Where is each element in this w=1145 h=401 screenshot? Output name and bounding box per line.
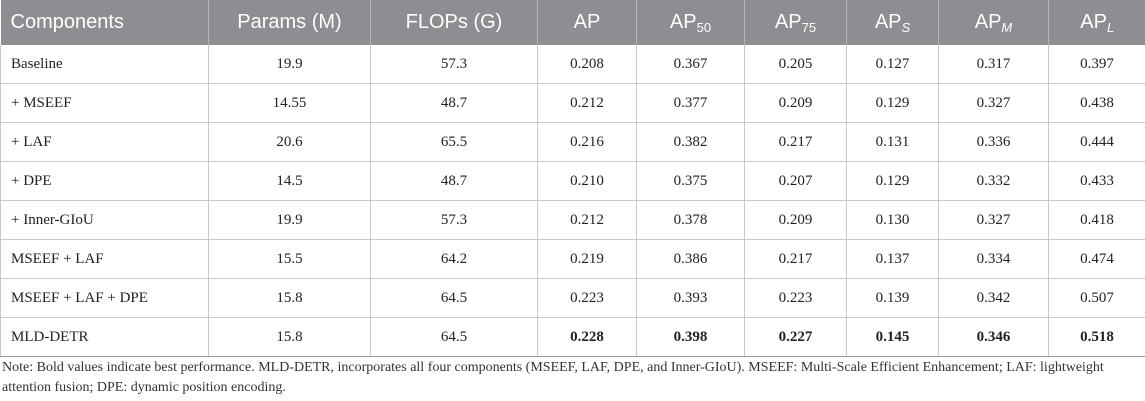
table-row: Baseline 19.9 57.3 0.208 0.367 0.205 0.1… (0, 45, 1145, 84)
cell-ap: 0.216 (537, 122, 637, 162)
cell-component: + MSEEF (0, 83, 209, 123)
cell-aps-best: 0.145 (846, 317, 939, 357)
cell-component: MSEEF + LAF (0, 239, 209, 279)
cell-apl: 0.507 (1048, 278, 1145, 318)
cell-component: Baseline (0, 45, 209, 84)
cell-params: 14.55 (208, 83, 371, 123)
cell-ap50: 0.377 (636, 83, 745, 123)
cell-ap: 0.212 (537, 83, 637, 123)
cell-ap: 0.212 (537, 200, 637, 240)
cell-component: MLD-DETR (0, 317, 209, 357)
cell-params: 15.8 (208, 278, 371, 318)
table-row-best: MLD-DETR 15.8 64.5 0.228 0.398 0.227 0.1… (0, 317, 1145, 357)
header-ap50: AP50 (636, 0, 745, 45)
cell-apl: 0.438 (1048, 83, 1145, 123)
cell-ap: 0.208 (537, 45, 637, 84)
table-row: MSEEF + LAF + DPE 15.8 64.5 0.223 0.393 … (0, 278, 1145, 318)
cell-flops: 64.5 (370, 278, 538, 318)
cell-aps: 0.139 (846, 278, 939, 318)
cell-ap: 0.223 (537, 278, 637, 318)
header-ap75: AP75 (744, 0, 847, 45)
cell-apm: 0.342 (938, 278, 1049, 318)
cell-ap75: 0.223 (744, 278, 847, 318)
header-params: Params (M) (208, 0, 371, 45)
cell-apl: 0.474 (1048, 239, 1145, 279)
cell-ap: 0.219 (537, 239, 637, 279)
table-row: + DPE 14.5 48.7 0.210 0.375 0.207 0.129 … (0, 161, 1145, 201)
cell-ap: 0.210 (537, 161, 637, 201)
cell-flops: 48.7 (370, 83, 538, 123)
cell-ap-best: 0.228 (537, 317, 637, 357)
cell-component: MSEEF + LAF + DPE (0, 278, 209, 318)
cell-params: 20.6 (208, 122, 371, 162)
header-apl: APL (1048, 0, 1145, 45)
table-footnote: Note: Bold values indicate best performa… (2, 360, 1104, 395)
cell-flops: 64.2 (370, 239, 538, 279)
cell-ap75-best: 0.227 (744, 317, 847, 357)
cell-ap75: 0.217 (744, 122, 847, 162)
cell-apl: 0.418 (1048, 200, 1145, 240)
cell-component: + DPE (0, 161, 209, 201)
header-row: Components Params (M) FLOPs (G) AP AP50 … (0, 0, 1145, 45)
header-aps: APS (846, 0, 939, 45)
header-ap: AP (537, 0, 637, 45)
cell-flops: 57.3 (370, 45, 538, 84)
header-apm: APM (938, 0, 1049, 45)
header-flops: FLOPs (G) (370, 0, 538, 45)
cell-params: 19.9 (208, 200, 371, 240)
cell-apl: 0.433 (1048, 161, 1145, 201)
cell-aps: 0.129 (846, 83, 939, 123)
cell-aps: 0.129 (846, 161, 939, 201)
cell-ap50: 0.367 (636, 45, 745, 84)
cell-ap75: 0.217 (744, 239, 847, 279)
cell-ap50: 0.386 (636, 239, 745, 279)
header-components: Components (0, 0, 209, 45)
cell-params: 15.8 (208, 317, 371, 357)
cell-ap75: 0.207 (744, 161, 847, 201)
cell-component: + LAF (0, 122, 209, 162)
cell-ap50: 0.393 (636, 278, 745, 318)
cell-aps: 0.131 (846, 122, 939, 162)
cell-aps: 0.130 (846, 200, 939, 240)
cell-apl-best: 0.518 (1048, 317, 1145, 357)
ablation-table: Components Params (M) FLOPs (G) AP AP50 … (0, 0, 1145, 357)
cell-apm: 0.334 (938, 239, 1049, 279)
cell-flops: 57.3 (370, 200, 538, 240)
cell-ap75: 0.205 (744, 45, 847, 84)
cell-apm: 0.327 (938, 200, 1049, 240)
cell-ap50-best: 0.398 (636, 317, 745, 357)
cell-component: + Inner-GIoU (0, 200, 209, 240)
cell-ap50: 0.382 (636, 122, 745, 162)
cell-flops: 64.5 (370, 317, 538, 357)
cell-ap50: 0.378 (636, 200, 745, 240)
cell-flops: 65.5 (370, 122, 538, 162)
cell-apm: 0.336 (938, 122, 1049, 162)
table-row: + MSEEF 14.55 48.7 0.212 0.377 0.209 0.1… (0, 83, 1145, 123)
cell-aps: 0.137 (846, 239, 939, 279)
cell-apm-best: 0.346 (938, 317, 1049, 357)
cell-apm: 0.327 (938, 83, 1049, 123)
cell-aps: 0.127 (846, 45, 939, 84)
table-row: + Inner-GIoU 19.9 57.3 0.212 0.378 0.209… (0, 200, 1145, 240)
cell-ap75: 0.209 (744, 83, 847, 123)
cell-apm: 0.332 (938, 161, 1049, 201)
cell-apl: 0.444 (1048, 122, 1145, 162)
cell-params: 14.5 (208, 161, 371, 201)
cell-ap75: 0.209 (744, 200, 847, 240)
cell-params: 15.5 (208, 239, 371, 279)
cell-params: 19.9 (208, 45, 371, 84)
cell-flops: 48.7 (370, 161, 538, 201)
table-row: MSEEF + LAF 15.5 64.2 0.219 0.386 0.217 … (0, 239, 1145, 279)
cell-apl: 0.397 (1048, 45, 1145, 84)
table-row: + LAF 20.6 65.5 0.216 0.382 0.217 0.131 … (0, 122, 1145, 162)
cell-apm: 0.317 (938, 45, 1049, 84)
cell-ap50: 0.375 (636, 161, 745, 201)
